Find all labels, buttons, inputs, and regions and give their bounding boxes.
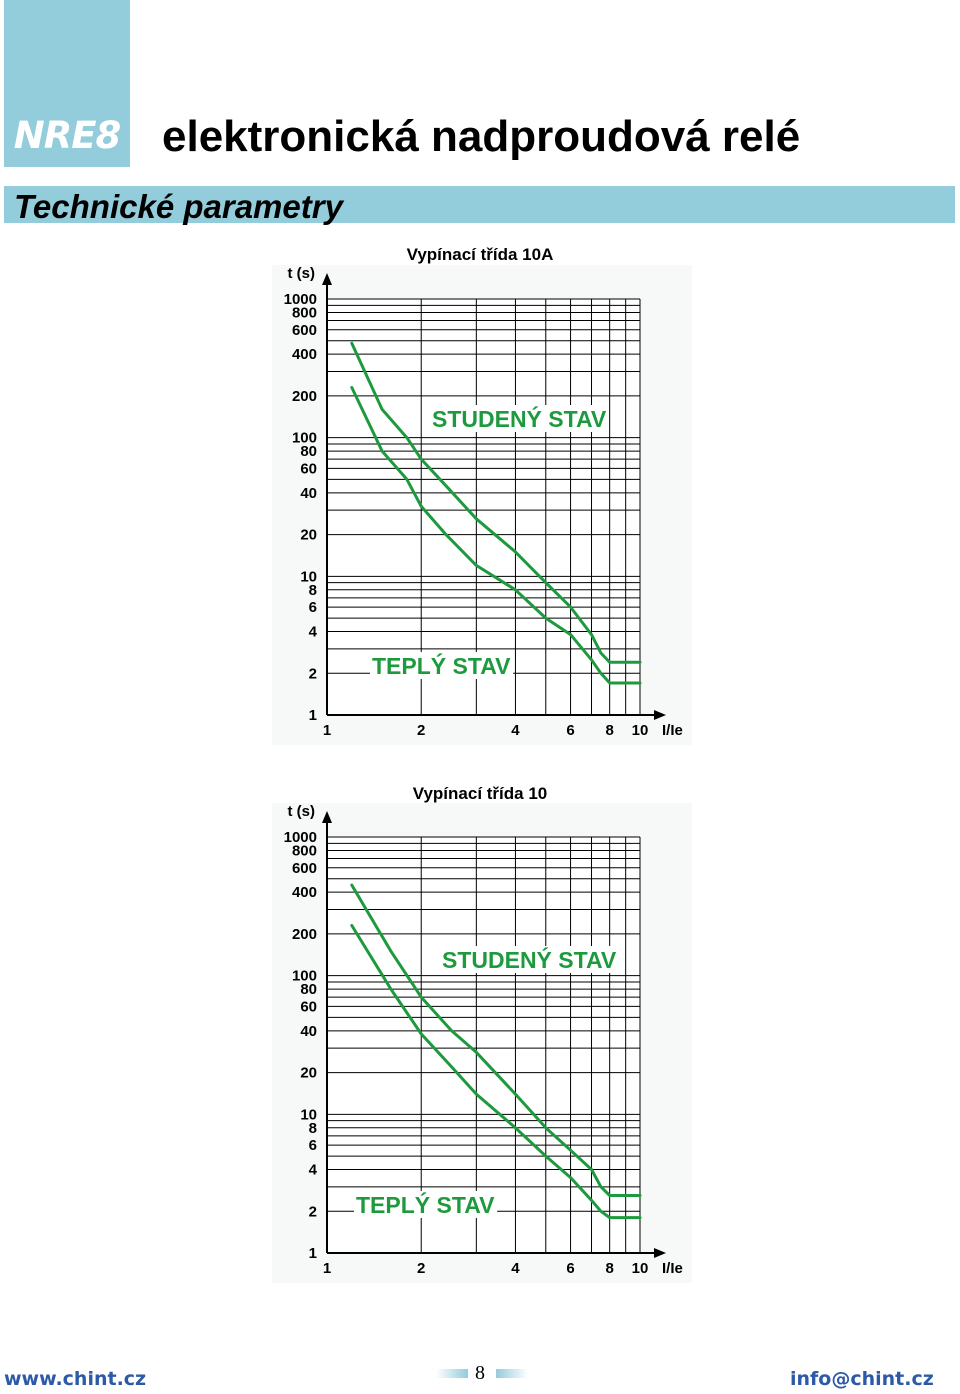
email-link[interactable]: info@chint.cz <box>790 1368 934 1390</box>
y-tick-label: 80 <box>300 443 317 460</box>
website-link[interactable]: www.chint.cz <box>4 1368 147 1390</box>
chart-title-2: Vypínací třída 10 <box>412 784 548 803</box>
y-axis-label: t (s) <box>288 803 316 820</box>
series-line-warm <box>350 924 642 1220</box>
section-title: Technické parametry <box>14 188 343 225</box>
y-tick-label: 1 <box>309 1245 317 1262</box>
x-axis-arrow <box>654 1248 666 1258</box>
y-tick-label: 80 <box>300 981 317 998</box>
y-tick-label: 40 <box>300 485 317 502</box>
x-tick-label: 8 <box>605 722 613 739</box>
y-tick-label: 600 <box>292 860 317 877</box>
chart-title-1: Vypínací třída 10A <box>406 245 554 264</box>
series-label-background <box>354 1191 498 1218</box>
series-label-background <box>430 405 609 432</box>
x-tick-label: 10 <box>632 1260 649 1277</box>
series-label-warm: TEPLÝ STAV <box>372 652 511 679</box>
y-tick-label: 20 <box>300 527 317 544</box>
y-tick-label: 2 <box>309 665 317 682</box>
page-title: elektronická nadproudová relé <box>162 112 801 161</box>
y-tick-label: 400 <box>292 346 317 363</box>
section-bar: Technické parametry <box>4 186 955 225</box>
x-axis-label: I/Ie <box>662 1260 683 1277</box>
x-tick-label: 1 <box>323 722 331 739</box>
y-tick-label: 40 <box>300 1023 317 1040</box>
y-axis-label: t (s) <box>288 265 316 282</box>
plot-area <box>327 837 640 1253</box>
x-tick-label: 4 <box>511 1260 520 1277</box>
y-tick-label: 1 <box>309 707 317 724</box>
page-number-bar-right <box>496 1369 528 1378</box>
x-tick-label: 10 <box>632 722 649 739</box>
x-tick-label: 6 <box>566 1260 574 1277</box>
plot-area <box>327 299 640 715</box>
y-tick-label: 8 <box>309 1120 317 1137</box>
y-tick-label: 10 <box>300 568 317 585</box>
y-tick-label: 600 <box>292 322 317 339</box>
y-tick-label: 800 <box>292 304 317 321</box>
series-label-warm: TEPLÝ STAV <box>356 1191 495 1218</box>
x-tick-label: 6 <box>566 722 574 739</box>
y-axis-arrow <box>322 811 332 823</box>
y-tick-label: 4 <box>309 624 318 641</box>
series-label-cold: STUDENÝ STAV <box>432 405 607 432</box>
y-tick-label: 8 <box>309 582 317 599</box>
page-number-bar-left <box>436 1369 468 1378</box>
y-axis-arrow <box>322 273 332 285</box>
x-tick-label: 2 <box>417 722 425 739</box>
y-tick-label: 2 <box>309 1203 317 1220</box>
series-label-background <box>370 652 514 679</box>
series-label-background <box>440 946 619 973</box>
y-tick-label: 200 <box>292 926 317 943</box>
y-tick-label: 100 <box>292 430 317 447</box>
series-line-cold <box>350 883 642 1197</box>
y-tick-label: 60 <box>300 460 317 477</box>
page-number: 8 <box>475 1362 485 1384</box>
y-tick-label: 1000 <box>284 291 317 308</box>
y-tick-label: 6 <box>309 1137 317 1154</box>
series-label-cold: STUDENÝ STAV <box>442 946 617 973</box>
y-tick-label: 200 <box>292 388 317 405</box>
y-tick-label: 4 <box>309 1162 318 1179</box>
x-axis-label: I/Ie <box>662 722 683 739</box>
x-tick-label: 1 <box>323 1260 331 1277</box>
x-axis-arrow <box>654 710 666 720</box>
series-line-cold <box>350 341 642 664</box>
x-tick-label: 2 <box>417 1260 425 1277</box>
x-tick-label: 4 <box>511 722 520 739</box>
series-line-warm <box>350 386 642 685</box>
y-tick-label: 6 <box>309 599 317 616</box>
y-tick-label: 400 <box>292 884 317 901</box>
x-tick-label: 8 <box>605 1260 613 1277</box>
y-tick-label: 60 <box>300 998 317 1015</box>
logo-text: NRE8 <box>13 114 121 157</box>
y-tick-label: 10 <box>300 1106 317 1123</box>
y-tick-label: 20 <box>300 1065 317 1082</box>
y-tick-label: 1000 <box>284 829 317 846</box>
y-tick-label: 800 <box>292 842 317 859</box>
y-tick-label: 100 <box>292 968 317 985</box>
logo: NRE8 <box>4 0 130 167</box>
